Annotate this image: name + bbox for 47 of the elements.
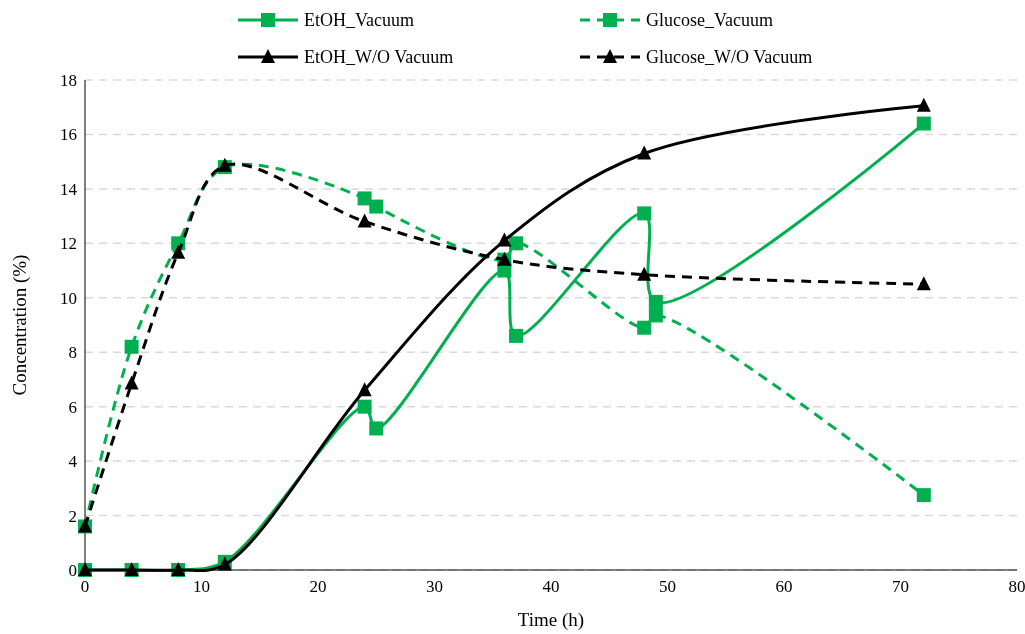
y-tick-label: 0 <box>68 560 77 580</box>
point <box>171 244 186 259</box>
y-tick-label: 4 <box>68 452 78 472</box>
x-tick-label: 80 <box>1008 577 1025 596</box>
x-tick-label: 50 <box>659 577 676 596</box>
point <box>637 320 652 335</box>
point <box>124 339 139 354</box>
x-tick-label: 10 <box>193 577 210 596</box>
point <box>124 375 139 390</box>
point <box>369 421 384 436</box>
point <box>916 488 931 503</box>
point <box>357 382 372 397</box>
point <box>637 266 652 281</box>
y-tick-label: 6 <box>68 397 77 417</box>
point <box>916 276 931 291</box>
point <box>648 294 663 309</box>
point <box>637 206 652 221</box>
point <box>357 399 372 414</box>
point <box>509 328 524 343</box>
point <box>369 199 384 214</box>
point <box>357 213 372 228</box>
legend-label: EtOH_Vacuum <box>304 10 414 31</box>
point <box>357 191 372 206</box>
y-tick-label: 8 <box>68 343 77 363</box>
y-tick-label: 16 <box>60 125 77 145</box>
point <box>637 145 652 160</box>
y-axis-title: Concentration (%) <box>9 254 31 396</box>
x-tick-label: 30 <box>426 577 443 596</box>
point <box>916 97 931 112</box>
point <box>916 116 931 131</box>
y-tick-label: 18 <box>60 70 77 90</box>
y-tick-label: 2 <box>68 506 77 526</box>
legend-label: EtOH_W/O Vacuum <box>304 47 454 68</box>
y-tick-label: 10 <box>60 288 77 308</box>
x-tick-label: 70 <box>892 577 909 596</box>
x-axis-title: Time (h) <box>517 609 585 631</box>
point <box>648 308 663 323</box>
legend-label: Glucose_Vacuum <box>646 10 773 31</box>
x-tick-label: 0 <box>80 577 90 596</box>
y-tick-label: 12 <box>60 234 77 254</box>
x-tick-label: 20 <box>309 577 327 596</box>
x-tick-label: 60 <box>775 577 793 596</box>
x-tick-label: 40 <box>542 577 560 596</box>
legend-label: Glucose_W/O Vacuum <box>646 47 813 68</box>
point <box>509 236 524 251</box>
point <box>497 232 512 247</box>
y-tick-label: 14 <box>60 179 78 199</box>
